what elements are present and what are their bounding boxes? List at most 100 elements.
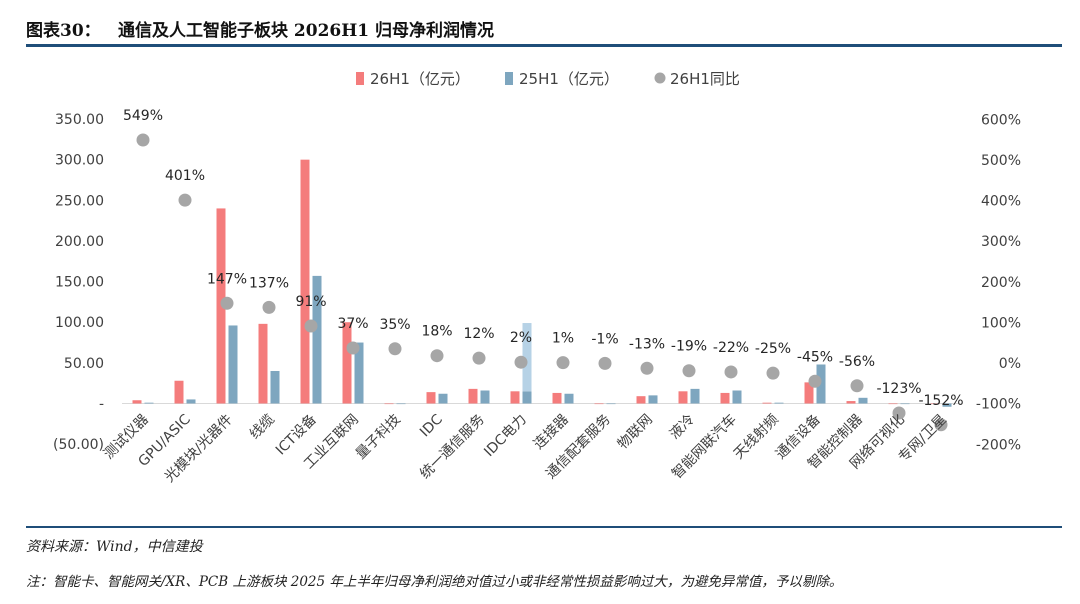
figure-number: 图表30：: [26, 21, 101, 41]
bar-25h1: [564, 393, 574, 404]
yoy-data-label: 1%: [552, 331, 574, 347]
y-right-tick-label: 200%: [981, 275, 1021, 291]
yoy-point: [136, 133, 150, 147]
x-category-label: 线缆: [247, 412, 278, 443]
x-category-label: IDC电力: [481, 412, 530, 461]
bar-26h1: [384, 403, 394, 405]
bar-26h1: [342, 322, 352, 404]
y-left-tick-label: (50.00): [53, 437, 104, 453]
bar-25h1: [690, 388, 700, 404]
yoy-point: [262, 300, 276, 314]
y-right-tick-label: 300%: [981, 234, 1021, 250]
bar-26h1: [132, 400, 142, 404]
bar-26h1: [300, 159, 310, 404]
yoy-data-label: 35%: [379, 317, 410, 333]
bar-26h1: [426, 392, 436, 404]
yoy-data-label: 2%: [510, 330, 532, 346]
legend-26h1-label: 26H1（亿元）: [370, 70, 470, 88]
y-left-tick-label: 350.00: [55, 112, 104, 128]
bar-25h1: [774, 402, 784, 404]
footnote-text: 注：智能卡、智能网关/XR、PCB 上游板块 2025 年上半年归母净利润绝对值…: [26, 574, 843, 590]
yoy-data-label: -22%: [713, 340, 749, 356]
y-left-tick-label: 250.00: [55, 193, 104, 209]
bar-25h1: [522, 391, 532, 404]
bar-25h1-extra-segment: [522, 323, 532, 392]
bar-25h1: [480, 390, 490, 404]
yoy-data-label: 549%: [123, 108, 163, 124]
bar-25h1: [648, 395, 658, 404]
yoy-data-label: -123%: [876, 381, 921, 397]
bar-25h1: [354, 342, 364, 404]
yoy-data-label: -152%: [918, 393, 963, 409]
bar-26h1: [468, 388, 478, 404]
yoy-data-label: -1%: [591, 331, 618, 347]
yoy-point: [304, 319, 318, 333]
legend-26h1-swatch: [356, 72, 364, 85]
yoy-point: [514, 355, 528, 369]
y-left-tick-label: 150.00: [55, 275, 104, 291]
yoy-point: [934, 418, 948, 432]
bar-26h1: [846, 401, 856, 404]
y-right-tick-label: -200%: [976, 437, 1021, 453]
yoy-data-label: 12%: [463, 326, 494, 342]
yoy-point: [178, 193, 192, 207]
bar-26h1: [888, 403, 898, 405]
bar-25h1: [144, 402, 154, 404]
yoy-point: [556, 356, 570, 370]
bar-25h1: [396, 403, 406, 405]
yoy-data-label: -19%: [671, 339, 707, 355]
x-category-label: 液冷: [667, 412, 698, 443]
x-category-label: 连接器: [530, 411, 572, 453]
bar-26h1: [720, 392, 730, 404]
yoy-point: [724, 365, 738, 379]
bar-26h1: [594, 403, 604, 405]
legend-yoy-label: 26H1同比: [670, 70, 740, 88]
bar-25h1: [732, 390, 742, 404]
legend-25h1-label: 25H1（亿元）: [519, 70, 619, 88]
yoy-data-label: 137%: [249, 275, 289, 291]
chart: (50.00) - 50.00 100.00 150.00 200.00 250.00 300…: [53, 70, 1021, 486]
bar-26h1: [174, 380, 184, 404]
yoy-data-label: -56%: [839, 354, 875, 370]
page-title: 通信及人工智能子板块 2026H1 归母净利润情况: [118, 21, 495, 41]
y-left-tick-label: -: [99, 397, 104, 413]
yoy-point: [808, 374, 822, 388]
yoy-point: [682, 364, 696, 378]
bottom-divider: [26, 526, 1062, 528]
bar-26h1: [804, 382, 814, 404]
title-bar: 图表30： 通信及人工智能子板块 2026H1 归母净利润情况: [26, 10, 1062, 47]
bar-25h1: [438, 393, 448, 404]
yoy-point: [640, 361, 654, 375]
yoy-data-label: 401%: [165, 168, 205, 184]
yoy-data-label: 37%: [337, 316, 368, 332]
yoy-point: [388, 342, 402, 356]
yoy-point: [598, 356, 612, 370]
bar-25h1: [228, 325, 238, 404]
yoy-data-label: -45%: [797, 349, 833, 365]
legend-25h1-swatch: [505, 72, 513, 85]
y-left-tick-label: 50.00: [64, 356, 104, 372]
y-right-tick-label: 100%: [981, 315, 1021, 331]
yoy-point: [346, 341, 360, 355]
y-right-tick-label: 600%: [981, 112, 1021, 128]
bar-26h1: [510, 391, 520, 404]
yoy-data-label: 91%: [295, 294, 326, 310]
y-left-tick-label: 100.00: [55, 315, 104, 331]
bar-25h1: [270, 370, 280, 404]
bar-26h1: [216, 208, 226, 404]
bar-25h1: [816, 364, 826, 404]
bar-25h1: [858, 397, 868, 404]
bar-25h1: [900, 403, 910, 405]
yoy-point: [766, 366, 780, 380]
source-text: 资料来源：Wind，中信建投: [26, 539, 203, 555]
bar-26h1: [762, 402, 772, 404]
yoy-point: [472, 351, 486, 365]
bar-26h1: [258, 323, 268, 404]
y-right-tick-label: 0%: [999, 356, 1021, 372]
bar-26h1: [552, 392, 562, 404]
y-right-tick-label: -100%: [976, 397, 1021, 413]
bar-26h1: [678, 391, 688, 404]
yoy-data-label: -25%: [755, 341, 791, 357]
yoy-point: [220, 296, 234, 310]
x-category-label: 物联网: [615, 412, 656, 453]
